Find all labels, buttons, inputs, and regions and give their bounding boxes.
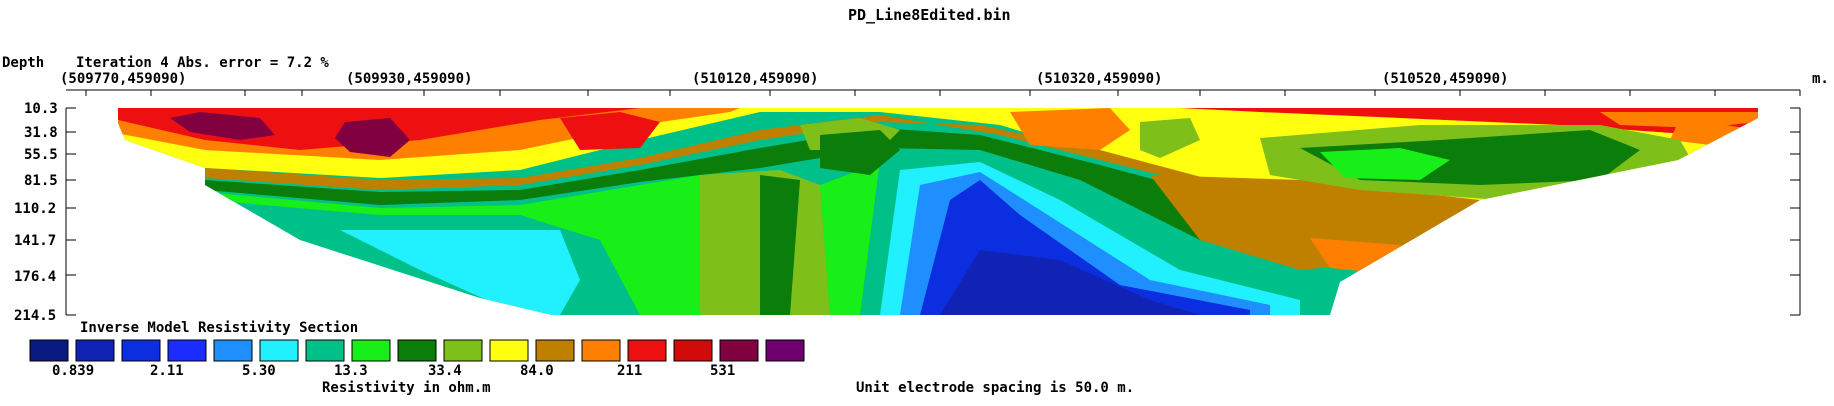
legend-swatch — [489, 339, 529, 362]
zone-olive-shallow-right — [1140, 118, 1200, 158]
zone-cyan-left — [340, 230, 580, 315]
color-scale-legend — [29, 339, 805, 362]
depth-axis-left — [65, 107, 76, 316]
legend-swatch — [121, 339, 161, 362]
legend-value-label: 2.11 — [150, 363, 184, 379]
distance-axis-top — [66, 89, 1801, 96]
electrode-spacing-note: Unit electrode spacing is 50.0 m. — [856, 380, 1135, 396]
depth-tick-label: 31.8 — [24, 125, 58, 141]
legend-swatch — [213, 339, 253, 362]
legend-swatch — [535, 339, 575, 362]
legend-value-label: 211 — [617, 363, 643, 379]
depth-axis-right — [1790, 107, 1801, 316]
legend-swatch — [719, 339, 759, 362]
resistivity-model-section — [118, 108, 1758, 315]
depth-tick-label: 55.5 — [24, 147, 58, 163]
iteration-error-text: Iteration 4 Abs. error = 7.2 % — [76, 55, 329, 71]
legend-value-label: 13.3 — [334, 363, 368, 379]
zone-orange-mid — [1010, 108, 1130, 150]
legend-swatch — [351, 339, 391, 362]
zone-darkgreen-shallow-mid — [820, 130, 900, 175]
legend-swatch — [397, 339, 437, 362]
legend-swatch — [305, 339, 345, 362]
x-tick-label: (509770,459090) — [60, 71, 187, 87]
depth-tick-label: 110.2 — [14, 201, 57, 217]
legend-value-label: 531 — [710, 363, 736, 379]
legend-unit-label: Resistivity in ohm.m — [322, 380, 491, 396]
legend-swatch — [259, 339, 299, 362]
legend-swatch — [581, 339, 621, 362]
legend-swatch — [443, 339, 483, 362]
legend-value-label: 33.4 — [428, 363, 462, 379]
zone-green-right — [1320, 148, 1450, 180]
depth-label: Depth — [2, 55, 45, 71]
legend-value-label: 5.30 — [242, 363, 276, 379]
legend-swatch — [765, 339, 805, 362]
depth-tick-label: 176.4 — [14, 269, 57, 285]
depth-tick-label: 81.5 — [24, 173, 58, 189]
legend-value-label: 0.839 — [52, 363, 95, 379]
zone-purple-left — [170, 112, 275, 140]
zone-purple-mid — [335, 118, 410, 157]
legend-value-label: 84.0 — [520, 363, 554, 379]
band-darkgreen-vertical — [760, 175, 800, 315]
x-tick-label: (510520,459090) — [1382, 71, 1509, 87]
band-green-upper — [205, 175, 700, 315]
unit-m-label: m. — [1812, 71, 1829, 87]
legend-swatch — [167, 339, 207, 362]
x-tick-label: (510120,459090) — [692, 71, 819, 87]
depth-tick-label: 141.7 — [14, 233, 57, 249]
zone-navy-core — [940, 250, 1200, 315]
x-tick-label: (509930,459090) — [346, 71, 473, 87]
legend-title: Inverse Model Resistivity Section — [80, 320, 359, 336]
legend-swatch — [673, 339, 713, 362]
legend-swatch — [29, 339, 69, 362]
depth-tick-label: 10.3 — [24, 101, 58, 117]
legend-swatch — [75, 339, 115, 362]
zone-orange-shallow-right — [1600, 112, 1758, 128]
file-title: PD_Line8Edited.bin — [848, 6, 1011, 24]
band-darkgreen-upper — [205, 128, 1350, 245]
legend-swatch — [627, 339, 667, 362]
zone-red-shallow-mid — [560, 112, 660, 150]
depth-tick-label: 214.5 — [14, 308, 57, 324]
x-tick-label: (510320,459090) — [1036, 71, 1163, 87]
